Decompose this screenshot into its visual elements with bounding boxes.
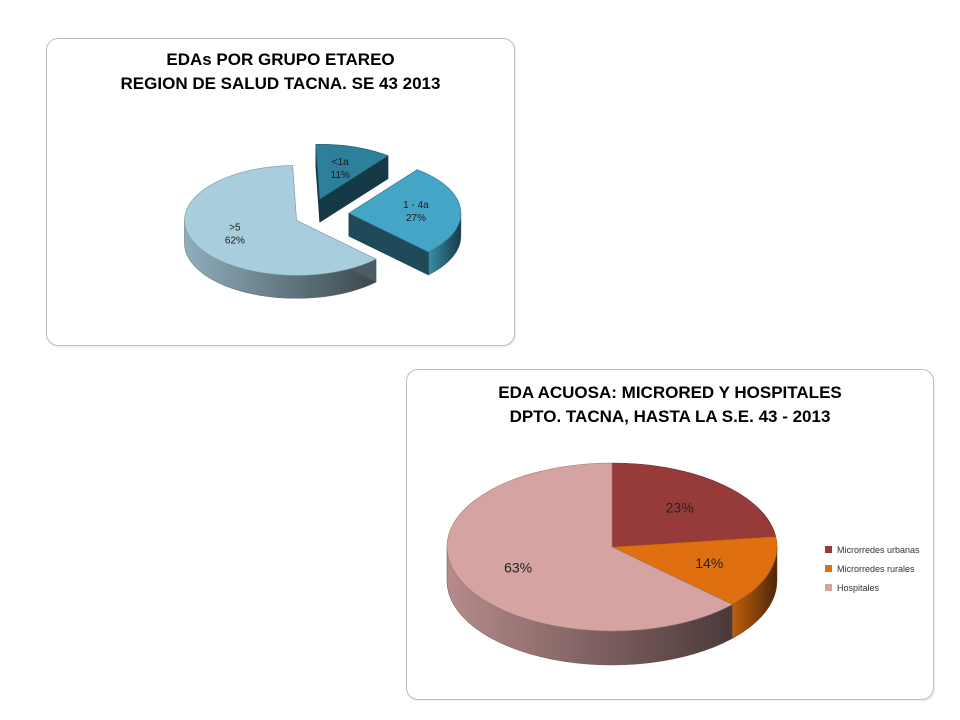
chart-title-line-1: EDAs POR GRUPO ETAREO — [166, 50, 395, 69]
chart-title-microred: EDA ACUOSA: MICRORED Y HOSPITALES DPTO. … — [407, 381, 933, 429]
pie-slice-1 — [610, 536, 778, 605]
pie-slice-1 — [348, 169, 462, 253]
pie-chart-microred: 23% 14% 63% — [446, 462, 778, 666]
pie-slice-0 — [611, 462, 777, 548]
legend-item: Microrredes rurales — [825, 559, 920, 578]
chart-title-line-2: REGION DE SALUD TACNA. SE 43 2013 — [120, 74, 441, 93]
chart-card-age-group: EDAs POR GRUPO ETAREO REGION DE SALUD TA… — [46, 38, 515, 346]
pie-chart-age-group: <1a 11% 1 - 4a 27% >5 62% — [184, 144, 462, 299]
slice-value-label: 63% — [504, 559, 532, 575]
pie-slice-2 — [446, 462, 733, 632]
legend-swatch — [825, 546, 832, 553]
chart-legend: Microrredes urbanas Microrredes rurales … — [825, 540, 920, 597]
chart-title-age-group: EDAs POR GRUPO ETAREO REGION DE SALUD TA… — [47, 48, 514, 96]
legend-swatch — [825, 565, 832, 572]
legend-label: Hospitales — [837, 582, 880, 593]
slice-value-label: 27% — [406, 213, 426, 224]
chart-title-line-1: EDA ACUOSA: MICRORED Y HOSPITALES — [498, 383, 842, 402]
slice-value-label: 62% — [225, 236, 245, 247]
legend-label: Microrredes rurales — [837, 563, 915, 574]
legend-item: Hospitales — [825, 578, 920, 597]
legend-swatch — [825, 584, 832, 591]
pie-slice-2 — [184, 165, 377, 276]
legend-item: Microrredes urbanas — [825, 540, 920, 559]
slice-category-label: 1 - 4a — [403, 200, 429, 211]
pie-slice-0 — [315, 144, 389, 200]
slice-value-label: 14% — [695, 555, 723, 571]
slice-category-label: >5 — [229, 223, 241, 234]
slice-value-label: 23% — [666, 500, 694, 516]
slice-value-label: 11% — [331, 170, 350, 181]
slice-category-label: <1a — [332, 157, 349, 168]
chart-card-microred: EDA ACUOSA: MICRORED Y HOSPITALES DPTO. … — [406, 369, 934, 700]
chart-title-line-2: DPTO. TACNA, HASTA LA S.E. 43 - 2013 — [509, 407, 831, 426]
legend-label: Microrredes urbanas — [837, 544, 920, 555]
